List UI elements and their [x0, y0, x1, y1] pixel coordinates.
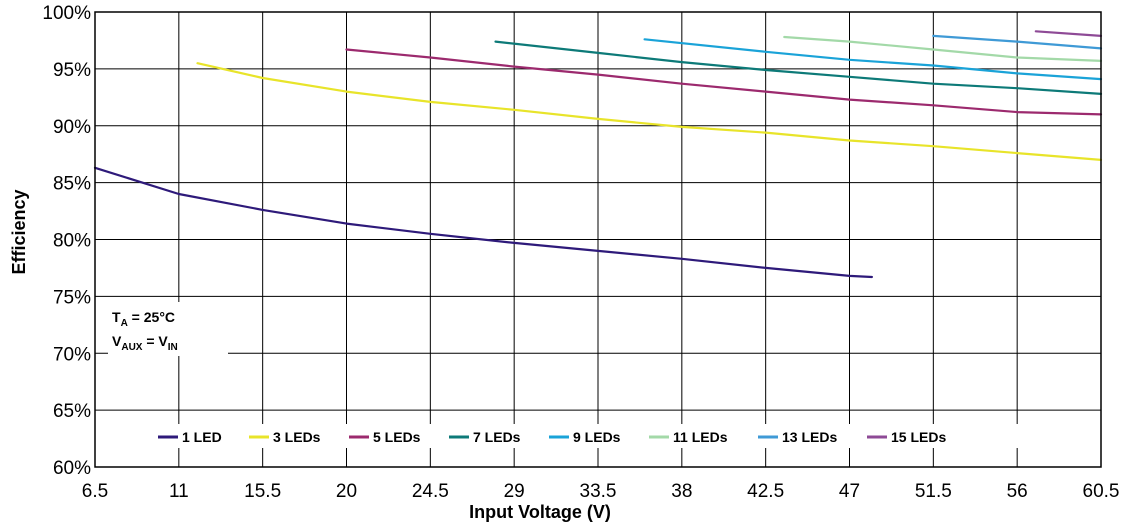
svg-text:TA = 25°C: TA = 25°C [112, 309, 175, 329]
x-tick-label: 60.5 [1083, 481, 1120, 502]
x-tick-label: 24.5 [412, 481, 449, 502]
legend-background [150, 424, 1040, 448]
x-tick-label: 20 [336, 481, 357, 502]
conditions-annotation: TA = 25°C VAUX = VIN [108, 302, 228, 356]
legend-label-5-leds: 5 LEDs [373, 429, 421, 445]
annotation-vaux-equals: = V [142, 333, 168, 349]
y-tick-label: 80% [53, 231, 91, 252]
x-tick-label: 15.5 [244, 481, 281, 502]
x-tick-label: 29 [504, 481, 525, 502]
y-tick-label: 70% [53, 344, 91, 365]
annotation-vin-subscript: IN [168, 342, 178, 353]
y-tick-label: 95% [53, 60, 91, 81]
y-tick-label: 60% [53, 458, 91, 479]
annotation-vaux-subscript: AUX [121, 342, 142, 353]
x-tick-label: 38 [671, 481, 692, 502]
legend-label-7-leds: 7 LEDs [473, 429, 521, 445]
y-tick-label: 100% [42, 3, 91, 24]
x-tick-label: 11 [169, 481, 189, 502]
x-tick-label: 33.5 [580, 481, 617, 502]
legend-label-1-led: 1 LED [182, 429, 222, 445]
annotation-ta-value: = 25°C [128, 309, 175, 325]
series-line-9-leds [643, 38, 1103, 81]
legend-label-3-leds: 3 LEDs [273, 429, 321, 445]
annotation-vaux-symbol: V [112, 333, 122, 349]
svg-text:VAUX = VIN: VAUX = VIN [112, 333, 178, 353]
x-tick-label: 51.5 [915, 481, 952, 502]
y-tick-label: 75% [53, 287, 91, 308]
plot-frame [94, 11, 1102, 468]
legend: 1 LED 3 LEDs 5 LEDs 7 LEDs 9 LEDs 11 LEDs 13 L… [150, 424, 1040, 448]
x-tick-labels: 6.5 11 15.5 20 24.5 29 33.5 38 42.5 47 51.5 56 60.5 [82, 481, 1120, 502]
y-tick-label: 65% [53, 401, 91, 422]
annotation-ta-symbol: T [112, 309, 121, 325]
y-tick-labels: 60% 65% 70% 75% 80% 85% 90% 95% 100% [42, 3, 91, 479]
x-axis-title: Input Voltage (V) [469, 502, 611, 522]
x-tick-label: 6.5 [82, 481, 108, 502]
legend-label-9-leds: 9 LEDs [573, 429, 621, 445]
series-lines [93, 30, 1103, 279]
series-line-3-leds [196, 62, 1103, 161]
series-line-1-led [93, 166, 873, 279]
series-line-15-leds [1034, 30, 1103, 37]
x-tick-label: 42.5 [747, 481, 784, 502]
legend-label-11-leds: 11 LEDs [673, 429, 728, 445]
y-axis-title: Efficiency [9, 189, 29, 274]
series-line-7-leds [494, 40, 1103, 95]
x-tick-label: 56 [1007, 481, 1028, 502]
series-line-5-leds [345, 48, 1103, 116]
y-tick-label: 85% [53, 174, 91, 195]
y-tick-label: 90% [53, 117, 91, 138]
x-tick-label: 47 [839, 481, 860, 502]
series-line-11-leds [783, 35, 1103, 62]
series-line-13-leds [932, 34, 1103, 50]
legend-label-13-leds: 13 LEDs [782, 429, 837, 445]
legend-label-15-leds: 15 LEDs [891, 429, 946, 445]
annotation-ta-subscript: A [121, 318, 128, 329]
